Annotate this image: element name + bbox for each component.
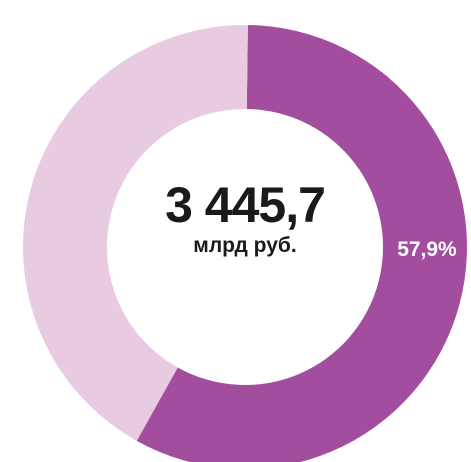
donut-center: 3 445,7 млрд руб. xyxy=(95,176,395,258)
slice-label-1: 57,9% xyxy=(397,238,457,261)
total-unit: млрд руб. xyxy=(193,234,297,257)
slice-labels: 57,9% xyxy=(397,238,457,261)
donut-slice-2 xyxy=(22,24,248,441)
donut-slices xyxy=(22,24,467,462)
donut-slice-1 xyxy=(136,25,467,462)
total-value: 3 445,7 xyxy=(165,177,326,233)
